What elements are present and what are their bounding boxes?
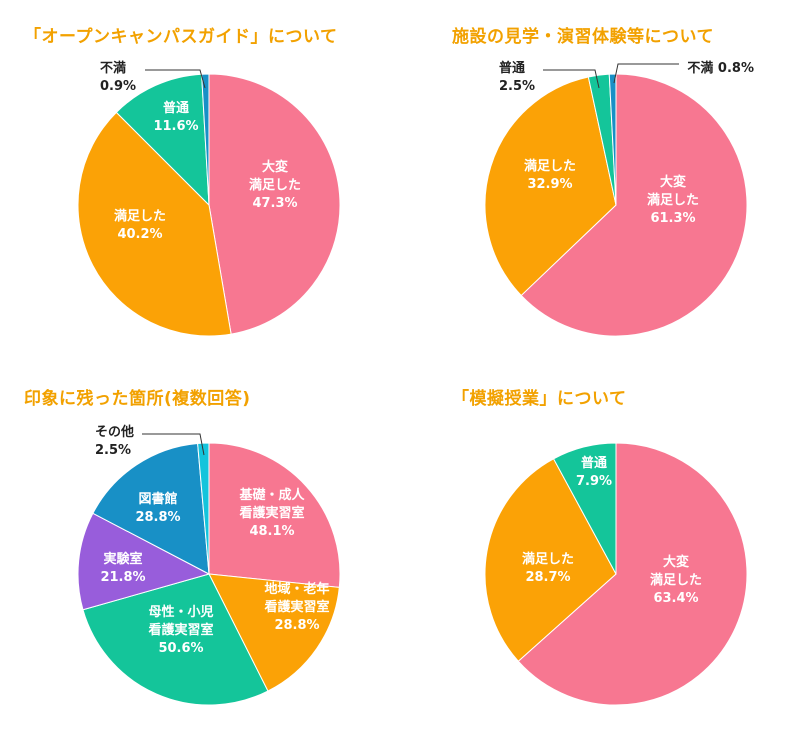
pie-0-label-1: 満足した 40.2% <box>114 208 166 242</box>
pie-3-slice-1 <box>484 458 617 662</box>
pie-3-slice-0 <box>517 442 748 706</box>
pie-1-label-2: 普通 2.5% <box>499 60 535 94</box>
chart-title-open-campus: 「オープンキャンパスガイド」について <box>24 27 338 47</box>
chart-title-memorable-places: 印象に残った箇所(複数回答) <box>24 389 251 409</box>
pie-2-label-2: 母性・小児看護実習室 50.6% <box>148 604 213 656</box>
pie-2-leader-5 <box>142 433 205 456</box>
pie-2-slice-1 <box>208 573 340 692</box>
pie-1-slice-0 <box>520 73 748 337</box>
pie-0-slice-2 <box>115 73 210 207</box>
pie-0-slice-1 <box>77 111 232 337</box>
chart-title-facility-tour: 施設の見学・演習体験等について <box>452 27 714 47</box>
chart-title-mock-lecture: 「模擬授業」について <box>452 389 627 409</box>
pie-3-slice-2 <box>552 442 617 575</box>
pie-1-label-1: 満足した 32.9% <box>524 158 576 192</box>
pie-2-slice-0 <box>208 442 341 588</box>
pie-1-leader-3 <box>613 63 679 84</box>
pie-1: 大変満足した 61.3% 満足した 32.9% 普通 2.5% 不満 0.8% <box>484 60 754 337</box>
pie-0-slice-0 <box>208 73 341 335</box>
pie-1-label-0: 大変満足した 61.3% <box>647 174 699 226</box>
pie-1-slice-1 <box>484 76 617 297</box>
pie-0-label-2: 普通 11.6% <box>153 100 198 134</box>
pie-0-leader-3 <box>145 69 206 89</box>
pie-0: 大変満足した 47.3% 満足した 40.2% 普通 11.6% 不満 0.9% <box>77 60 341 337</box>
pie-2-label-0: 基礎・成人看護実習室 48.1% <box>238 487 305 539</box>
pie-2-slice-5 <box>197 442 210 575</box>
pie-1-label-3: 不満 0.8% <box>687 60 754 76</box>
pie-2-label-1: 地域・老年看護実習室 28.8% <box>264 581 329 633</box>
pie-0-label-3: 不満 0.9% <box>100 60 136 94</box>
pie-2-label-3: 実験室 21.8% <box>100 551 145 585</box>
pie-3-label-1: 満足した 28.7% <box>522 551 574 585</box>
pie-0-label-0: 大変満足した 47.3% <box>249 159 301 211</box>
pie-2-slice-2 <box>82 573 269 706</box>
pie-2-slice-3 <box>77 512 211 611</box>
pie-3: 大変満足した 63.4% 満足した 28.7% 普通 7.9% <box>484 442 748 706</box>
pie-2-slice-4 <box>92 442 210 575</box>
pie-2: 基礎・成人看護実習室 48.1% 地域・老年看護実習室 28.8% 母性・小児看護実習室… <box>77 424 341 706</box>
pie-3-label-2: 普通 7.9% <box>576 455 612 489</box>
pie-2-label-5: その他 2.5% <box>95 424 134 458</box>
pie-3-label-0: 大変満足した 63.4% <box>650 554 702 606</box>
pie-2-label-4: 図書館 28.8% <box>135 491 180 525</box>
pie-1-leader-2 <box>543 69 600 89</box>
